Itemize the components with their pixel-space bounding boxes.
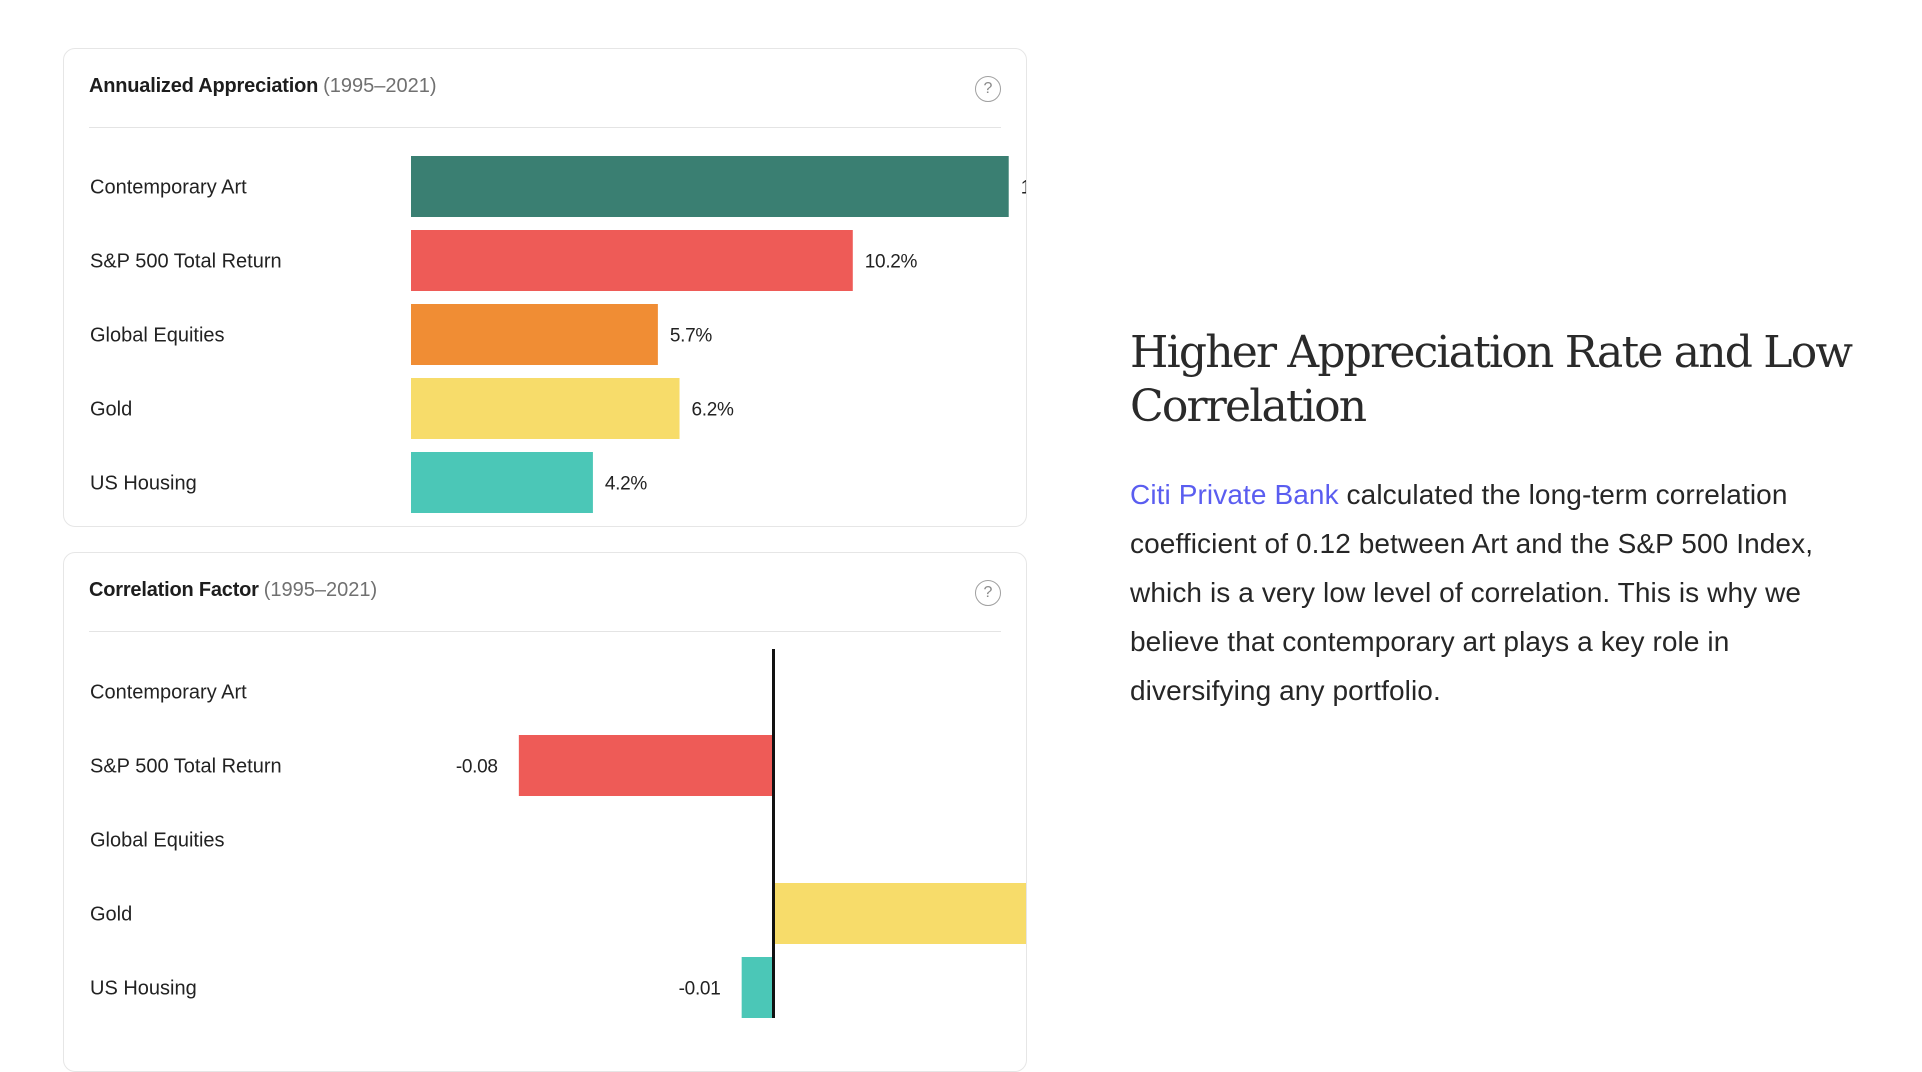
category-label-sandp-500-total-return: S&P 500 Total Return	[90, 756, 282, 778]
section-headline: Higher Appreciation Rate and Low Correla…	[1130, 327, 1853, 432]
value-label-gold: 6.2%	[692, 400, 735, 421]
category-label-gold: Gold	[90, 904, 132, 926]
text-panel: Higher Appreciation Rate and Low Correla…	[1130, 326, 1870, 743]
value-label-us-housing: -0.01	[679, 979, 721, 1000]
bar-gold	[411, 378, 680, 439]
value-label-us-housing: 4.2%	[605, 474, 648, 495]
appreciation-chart-title: Annualized Appreciation	[89, 75, 319, 97]
value-label-global-equities: 5.7%	[670, 326, 713, 347]
bar-us-housing	[411, 452, 593, 513]
bar-contemporary-art	[411, 156, 1009, 217]
correlation-chart-plot: Contemporary Art S&P 500 Total Return -0.0…	[90, 649, 1026, 1018]
bar-global-equities	[411, 304, 658, 365]
bar-sandp-500-total-return	[518, 735, 774, 796]
category-label-global-equities: Global Equities	[90, 325, 225, 347]
section-body-text: calculated the long-term correlation coe…	[1130, 479, 1814, 706]
correlation-chart-header: Correlation Factor (1995–2021) ?	[89, 579, 1001, 632]
value-label-sandp-500-total-return: 10.2%	[865, 252, 918, 273]
correlation-chart-title: Correlation Factor	[89, 579, 259, 601]
category-label-contemporary-art: Contemporary Art	[90, 682, 247, 704]
category-label-global-equities: Global Equities	[90, 830, 225, 852]
correlation-chart-subtitle: (1995–2021)	[263, 579, 378, 601]
category-label-contemporary-art: Contemporary Art	[90, 177, 247, 199]
bar-us-housing	[741, 957, 774, 1018]
appreciation-chart-subtitle: (1995–2021)	[323, 75, 437, 97]
value-label-contemporary-art: 13.8%	[1021, 178, 1026, 199]
category-label-us-housing: US Housing	[90, 473, 197, 495]
category-label-gold: Gold	[90, 399, 132, 421]
correlation-chart-card: Correlation Factor (1995–2021) ? Contempo…	[63, 552, 1027, 1072]
bar-sandp-500-total-return	[411, 230, 853, 291]
bar-gold	[773, 883, 1026, 944]
appreciation-chart-header: Annualized Appreciation (1995–2021) ?	[89, 75, 1001, 128]
category-label-us-housing: US Housing	[90, 978, 197, 1000]
appreciation-chart-plot: Contemporary Art 13.8% S&P 500 Total Retur…	[90, 156, 1026, 513]
correlation-help-icon[interactable]: ?	[975, 580, 1001, 606]
appreciation-chart-card: Annualized Appreciation (1995–2021) ? Con…	[63, 48, 1027, 527]
category-label-sandp-500-total-return: S&P 500 Total Return	[90, 251, 282, 273]
section-body: Citi Private Bank calculated the long-te…	[1130, 470, 1870, 715]
appreciation-help-icon[interactable]: ?	[975, 76, 1001, 102]
value-label-sandp-500-total-return: -0.08	[456, 757, 498, 778]
citi-private-bank-link[interactable]: Citi Private Bank	[1130, 479, 1339, 510]
